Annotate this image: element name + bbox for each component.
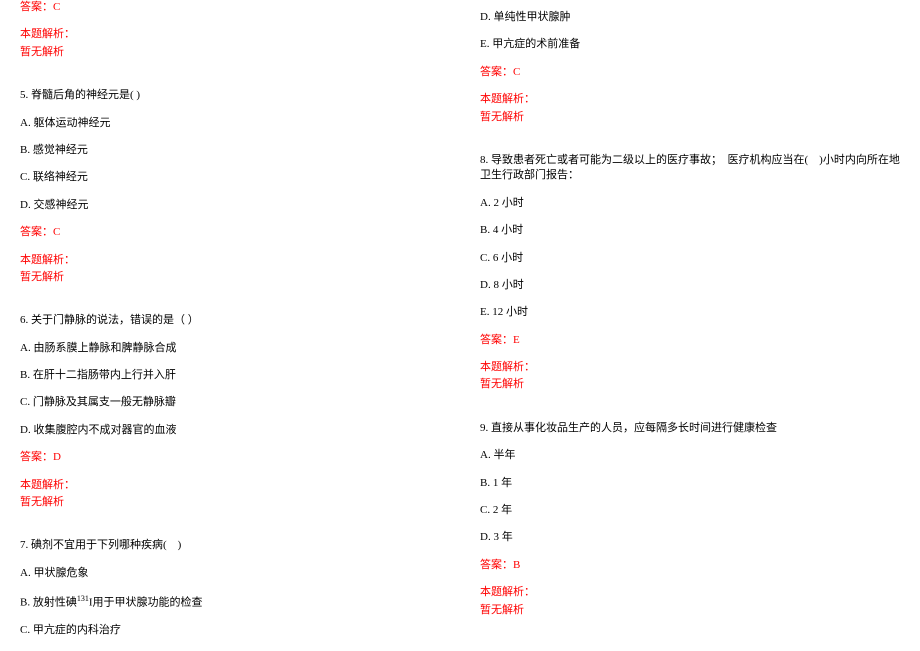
q5-stem: 5. 脊髓后角的神经元是( ) <box>20 88 440 103</box>
q9-stem: 9. 直接从事化妆品生产的人员，应每隔多长时间进行健康检查 <box>480 421 900 436</box>
exam-page: 答案：C 本题解析： 暂无解析 5. 脊髓后角的神经元是( ) A. 躯体运动神… <box>0 0 920 651</box>
prev-analysis-text: 暂无解析 <box>20 45 440 60</box>
q7-b-text2: I用于甲状腺功能的检查 <box>89 597 203 609</box>
q5-analysis-label: 本题解析： <box>20 253 440 268</box>
q7-option-c: C. 甲亢症的内科治疗 <box>20 623 440 638</box>
q6-option-b: B. 在肝十二指肠带内上行并入肝 <box>20 368 440 383</box>
q8-option-c: C. 6 小时 <box>480 251 900 266</box>
q5-analysis-text: 暂无解析 <box>20 270 440 285</box>
q9-option-a: A. 半年 <box>480 448 900 463</box>
q5-option-c: C. 联络神经元 <box>20 170 440 185</box>
q7-option-b: B. 放射性碘131I用于甲状腺功能的检查 <box>20 593 440 611</box>
q6-answer: 答案：D <box>20 450 440 465</box>
q5-option-a: A. 躯体运动神经元 <box>20 116 440 131</box>
q9-option-d: D. 3 年 <box>480 530 900 545</box>
q6-analysis-label: 本题解析： <box>20 478 440 493</box>
q7-stem: 7. 碘剂不宜用于下列哪种疾病( ) <box>20 538 440 553</box>
q6-option-a: A. 由肠系膜上静脉和脾静脉合成 <box>20 341 440 356</box>
q8-option-d: D. 8 小时 <box>480 278 900 293</box>
q5-option-b: B. 感觉神经元 <box>20 143 440 158</box>
prev-answer: 答案：C <box>20 0 440 15</box>
q8-option-b: B. 4 小时 <box>480 223 900 238</box>
q7-b-sup: 131 <box>77 594 89 603</box>
q8-answer: 答案：E <box>480 333 900 348</box>
q7-option-a: A. 甲状腺危象 <box>20 566 440 581</box>
q7-analysis-text: 暂无解析 <box>480 110 900 125</box>
q6-option-c: C. 门静脉及其属支一般无静脉瓣 <box>20 395 440 410</box>
prev-analysis-label: 本题解析： <box>20 27 440 42</box>
q9-option-b: B. 1 年 <box>480 476 900 491</box>
q9-option-c: C. 2 年 <box>480 503 900 518</box>
q6-option-d: D. 收集腹腔内不成对器官的血液 <box>20 423 440 438</box>
q7-option-e: E. 甲亢症的术前准备 <box>480 37 900 52</box>
q9-analysis-label: 本题解析： <box>480 585 900 600</box>
right-column: D. 单纯性甲状腺肿 E. 甲亢症的术前准备 答案：C 本题解析： 暂无解析 8… <box>460 0 920 651</box>
q7-b-prefix: B. <box>20 597 33 609</box>
q8-analysis-label: 本题解析： <box>480 360 900 375</box>
q6-stem: 6. 关于门静脉的说法，错误的是（ ） <box>20 313 440 328</box>
q8-stem: 8. 导致患者死亡或者可能为二级以上的医疗事故； 医疗机构应当在( )小时内向所… <box>480 153 900 184</box>
q5-option-d: D. 交感神经元 <box>20 198 440 213</box>
q7-analysis-label: 本题解析： <box>480 92 900 107</box>
q9-analysis-text: 暂无解析 <box>480 603 900 618</box>
q9-answer: 答案：B <box>480 558 900 573</box>
q8-option-e: E. 12 小时 <box>480 305 900 320</box>
q6-analysis-text: 暂无解析 <box>20 495 440 510</box>
q7-answer: 答案：C <box>480 65 900 80</box>
q5-answer: 答案：C <box>20 225 440 240</box>
q8-analysis-text: 暂无解析 <box>480 377 900 392</box>
q7-b-text1: 放射性碘 <box>33 597 77 609</box>
left-column: 答案：C 本题解析： 暂无解析 5. 脊髓后角的神经元是( ) A. 躯体运动神… <box>0 0 460 651</box>
q7-option-d: D. 单纯性甲状腺肿 <box>480 10 900 25</box>
q8-option-a: A. 2 小时 <box>480 196 900 211</box>
